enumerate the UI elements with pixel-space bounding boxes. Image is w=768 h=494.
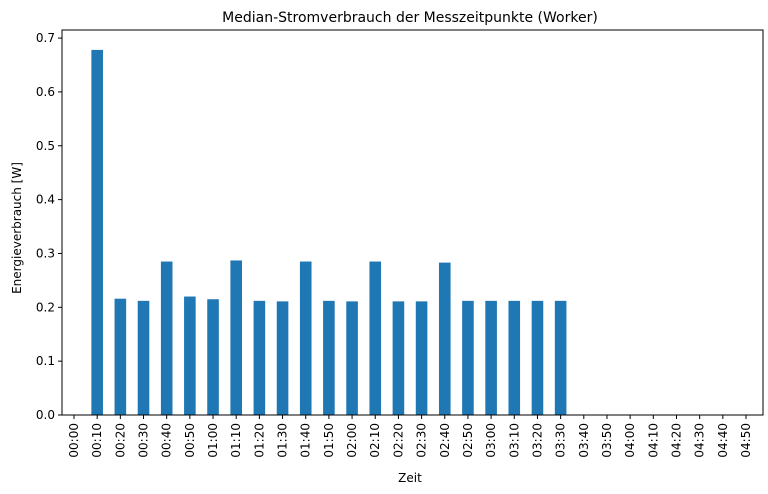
y-tick-label: 0.0 xyxy=(36,408,55,422)
bar-03:10 xyxy=(508,300,521,415)
x-tick-label: 02:30 xyxy=(415,423,429,458)
bar-01:10 xyxy=(230,260,242,415)
y-tick-label: 0.5 xyxy=(36,139,55,153)
x-tick-label: 00:00 xyxy=(67,423,81,458)
x-tick-label: 01:20 xyxy=(252,423,266,458)
bar-00:20 xyxy=(114,298,127,415)
x-tick-label: 04:40 xyxy=(716,423,730,458)
x-tick-label: 03:40 xyxy=(577,423,591,458)
x-tick-label: 03:00 xyxy=(484,423,498,458)
bars-group xyxy=(91,49,567,416)
plot-frame xyxy=(61,29,764,416)
bar-00:40 xyxy=(160,261,173,415)
bar-03:20 xyxy=(531,300,544,415)
y-tick-label: 0.7 xyxy=(36,31,55,45)
x-tick-label: 00:10 xyxy=(90,423,104,458)
x-axis: 00:00 00:10 00:20 00:30 00:40 00:50 01:00 01:10… xyxy=(67,415,753,458)
bar-02:00 xyxy=(346,301,358,415)
x-tick-label: 02:50 xyxy=(461,423,475,458)
y-axis: 0.0 0.1 0.2 0.3 0.4 0.5 0.6 0.7 xyxy=(36,31,62,422)
bar-02:40 xyxy=(438,262,451,415)
x-tick-label: 01:10 xyxy=(229,423,243,458)
x-tick-label: 02:40 xyxy=(438,423,452,458)
x-tick-label: 04:30 xyxy=(693,423,707,458)
bar-00:50 xyxy=(184,296,196,415)
bar-01:00 xyxy=(207,299,219,415)
x-axis-label: Zeit xyxy=(398,471,422,485)
x-tick-label: 01:50 xyxy=(322,423,336,458)
x-tick-label: 04:10 xyxy=(646,423,660,458)
bar-00:30 xyxy=(137,300,150,415)
x-tick-label: 01:00 xyxy=(206,423,220,458)
bar-02:10 xyxy=(369,261,382,415)
y-tick-label: 0.3 xyxy=(36,246,55,260)
x-tick-label: 00:40 xyxy=(160,423,174,458)
bar-02:30 xyxy=(415,301,428,415)
x-tick-label: 02:20 xyxy=(391,423,405,458)
x-tick-label: 03:10 xyxy=(507,423,521,458)
x-tick-label: 03:50 xyxy=(600,423,614,458)
x-tick-label: 01:30 xyxy=(276,423,290,458)
bar-01:50 xyxy=(323,300,335,415)
bar-00:10 xyxy=(91,49,103,416)
y-tick-label: 0.2 xyxy=(36,300,55,314)
x-tick-label: 03:20 xyxy=(530,423,544,458)
x-tick-label: 03:30 xyxy=(554,423,568,458)
bar-03:00 xyxy=(485,300,497,415)
bar-01:30 xyxy=(276,301,289,415)
bar-03:30 xyxy=(554,300,567,415)
bar-01:40 xyxy=(299,261,312,415)
x-tick-label: 00:30 xyxy=(137,423,151,458)
y-axis-label: Energieverbrauch [W] xyxy=(10,162,24,294)
x-tick-label: 04:20 xyxy=(669,423,683,458)
bar-02:20 xyxy=(392,301,405,415)
x-tick-label: 02:00 xyxy=(345,423,359,458)
x-tick-label: 02:10 xyxy=(368,423,382,458)
y-tick-label: 0.6 xyxy=(36,85,55,99)
x-tick-label: 00:50 xyxy=(183,423,197,458)
y-tick-label: 0.1 xyxy=(36,354,55,368)
x-tick-label: 04:00 xyxy=(623,423,637,458)
y-tick-label: 0.4 xyxy=(36,193,55,207)
x-tick-label: 00:20 xyxy=(113,423,127,458)
bar-02:50 xyxy=(462,300,474,415)
x-tick-label: 01:40 xyxy=(299,423,313,458)
x-tick-label: 04:50 xyxy=(739,423,753,458)
chart-title: Median-Stromverbrauch der Messzeitpunkte… xyxy=(222,10,598,26)
bar-01:20 xyxy=(253,300,266,415)
